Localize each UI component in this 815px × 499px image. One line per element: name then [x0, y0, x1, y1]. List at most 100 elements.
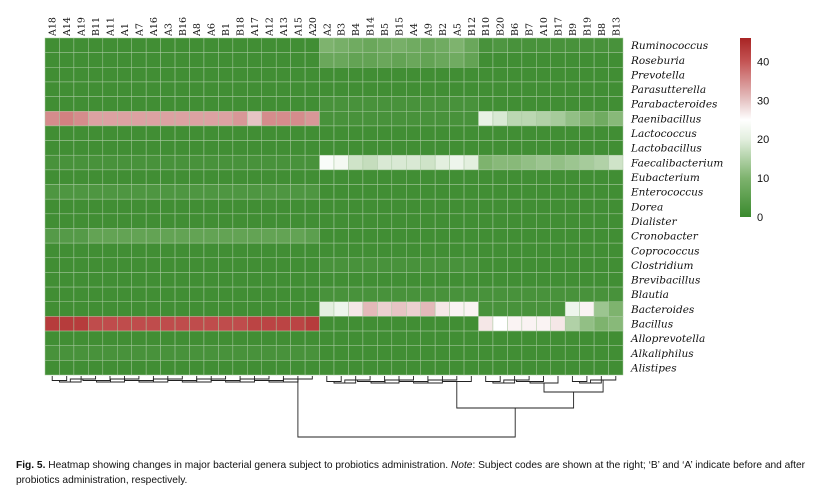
heatmap-cell: [463, 198, 479, 215]
heatmap-cell: [247, 169, 263, 185]
heatmap-cell: [406, 67, 421, 83]
heatmap-cell: [88, 140, 104, 156]
heatmap-cell: [521, 257, 537, 273]
heatmap-cell: [478, 360, 494, 376]
heatmap-cell: [275, 81, 291, 97]
heatmap-cell: [102, 96, 118, 112]
heatmap-cell: [492, 286, 508, 302]
heatmap-cell: [145, 301, 161, 317]
heatmap-cell: [550, 286, 566, 302]
heatmap-cell: [102, 257, 118, 273]
heatmap-cell: [348, 67, 364, 83]
column-label: A15: [293, 17, 304, 37]
heatmap-cell: [232, 37, 248, 53]
heatmap-cell: [261, 257, 277, 273]
heatmap-cell: [391, 360, 407, 376]
heatmap-cell: [189, 301, 205, 317]
heatmap-cell: [218, 272, 234, 288]
column-label: B9: [568, 23, 579, 36]
column-label: B19: [582, 17, 593, 36]
heatmap-cell: [348, 52, 364, 68]
heatmap-cell: [391, 213, 407, 229]
heatmap-cell: [406, 228, 421, 244]
heatmap-cell: [145, 81, 161, 97]
heatmap-cell: [232, 316, 248, 332]
heatmap-cell: [131, 316, 147, 332]
heatmap-cell: [391, 81, 407, 97]
heatmap-cell: [131, 360, 147, 376]
heatmap-cell: [275, 154, 291, 171]
heatmap-cell: [536, 96, 551, 112]
column-label: B13: [611, 17, 622, 36]
heatmap-cell: [463, 301, 479, 317]
heatmap-cell: [247, 81, 263, 97]
heatmap-cell: [275, 257, 291, 273]
heatmap-cell: [131, 330, 147, 346]
heatmap-cell: [319, 37, 335, 53]
heatmap-cell: [492, 345, 508, 361]
heatmap-cell: [102, 140, 118, 156]
heatmap-cell: [131, 272, 147, 288]
heatmap-cell: [608, 67, 624, 83]
heatmap-cell: [550, 184, 566, 200]
heatmap-cell: [102, 169, 118, 185]
heatmap-cell: [536, 330, 551, 346]
heatmap-cell: [348, 169, 364, 185]
heatmap-cell: [593, 272, 609, 288]
heatmap-cell: [348, 228, 364, 244]
column-label: B18: [236, 17, 247, 36]
heatmap-cell: [232, 301, 248, 317]
heatmap-cell: [550, 67, 566, 83]
heatmap-cell: [218, 81, 234, 97]
heatmap-cell: [579, 37, 595, 53]
heatmap-cell: [536, 242, 551, 259]
heatmap-cell: [348, 360, 364, 376]
heatmap-cell: [275, 67, 291, 83]
heatmap-cell: [59, 67, 75, 83]
heatmap-cell: [377, 345, 393, 361]
heatmap-cell: [189, 198, 205, 215]
heatmap-cell: [44, 52, 60, 68]
heatmap-cell: [102, 242, 118, 259]
heatmap-cell: [145, 154, 161, 171]
heatmap-cell: [478, 242, 494, 259]
heatmap-cell: [550, 154, 566, 171]
heatmap-cell: [420, 286, 436, 302]
heatmap-cell: [145, 169, 161, 185]
heatmap-cell: [145, 67, 161, 83]
heatmap-cell: [203, 154, 219, 171]
heatmap-cell: [290, 184, 306, 200]
heatmap-cell: [406, 154, 421, 171]
heatmap-cell: [73, 286, 89, 302]
heatmap-cell: [59, 345, 75, 361]
heatmap-cell: [593, 96, 609, 112]
heatmap-cell: [203, 345, 219, 361]
heatmap-cell: [463, 257, 479, 273]
heatmap-cell: [304, 242, 320, 259]
heatmap-cell: [391, 52, 407, 68]
heatmap-cell: [319, 184, 335, 200]
heatmap-cell: [304, 169, 320, 185]
heatmap-cell: [377, 198, 393, 215]
heatmap-cell: [579, 169, 595, 185]
heatmap-cell: [564, 67, 580, 83]
heatmap-cell: [406, 213, 421, 229]
heatmap-cell: [391, 67, 407, 83]
heatmap-cell: [261, 316, 277, 332]
heatmap-cell: [275, 360, 291, 376]
heatmap-cell: [362, 37, 378, 53]
column-label: B7: [525, 23, 536, 36]
heatmap-cell: [232, 286, 248, 302]
heatmap-cell: [218, 52, 234, 68]
heatmap-cell: [275, 198, 291, 215]
heatmap-cell: [391, 125, 407, 141]
heatmap-cell: [449, 111, 465, 127]
heatmap-cell: [189, 96, 205, 112]
heatmap-cell: [377, 301, 393, 317]
heatmap-cell: [348, 345, 364, 361]
heatmap-cell: [160, 125, 176, 141]
heatmap-cell: [420, 257, 436, 273]
heatmap-cell: [377, 242, 393, 259]
heatmap-cell: [232, 81, 248, 97]
